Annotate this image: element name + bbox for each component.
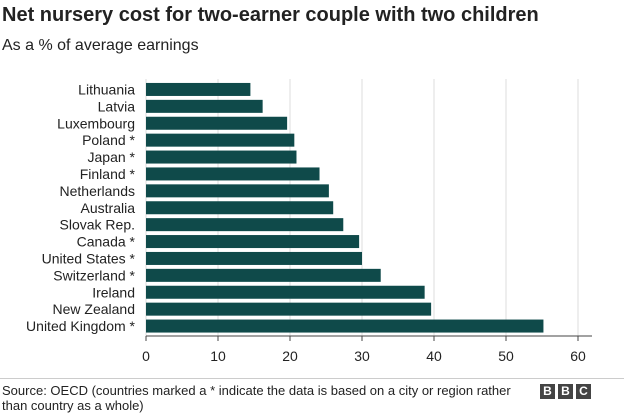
bar xyxy=(146,268,381,282)
category-label: Australia xyxy=(81,200,136,216)
category-label: Ireland xyxy=(92,284,135,300)
footer-divider xyxy=(0,378,624,379)
bbc-logo-letter: B xyxy=(558,384,573,399)
bar xyxy=(146,251,362,265)
x-tick-label: 10 xyxy=(210,348,226,364)
category-label: Luxembourg xyxy=(57,115,135,131)
category-label: Poland * xyxy=(82,132,135,148)
bar xyxy=(146,302,432,316)
category-label: New Zealand xyxy=(53,301,136,317)
bar xyxy=(146,201,334,215)
category-label: Lithuania xyxy=(78,81,135,97)
category-label: Canada * xyxy=(77,234,136,250)
bar xyxy=(146,99,263,113)
category-label: Latvia xyxy=(98,98,136,114)
source-note: Source: OECD (countries marked a * indic… xyxy=(2,383,511,413)
bar xyxy=(146,167,320,181)
category-label: Japan * xyxy=(88,149,136,165)
x-tick-label: 20 xyxy=(282,348,298,364)
category-label: United Kingdom * xyxy=(26,318,136,334)
bar xyxy=(146,150,297,164)
bar xyxy=(146,184,329,198)
chart-title: Net nursery cost for two-earner couple w… xyxy=(2,4,539,26)
category-label: Switzerland * xyxy=(53,267,135,283)
x-tick-label: 30 xyxy=(354,348,370,364)
chart-subtitle: As a % of average earnings xyxy=(2,37,199,54)
x-tick-label: 40 xyxy=(426,348,442,364)
x-tick-label: 50 xyxy=(498,348,514,364)
bar xyxy=(146,235,360,249)
category-label: Netherlands xyxy=(60,183,136,199)
bbc-logo: B B C xyxy=(540,384,591,399)
category-label: Finland * xyxy=(80,166,136,182)
x-tick-label: 60 xyxy=(570,348,586,364)
bar xyxy=(146,116,288,130)
bbc-logo-letter: B xyxy=(540,384,555,399)
category-label: Slovak Rep. xyxy=(60,217,135,233)
bar xyxy=(146,82,251,96)
bbc-logo-letter: C xyxy=(576,384,591,399)
category-label: United States * xyxy=(42,250,136,266)
bar xyxy=(146,218,344,232)
bar xyxy=(146,319,544,333)
bar xyxy=(146,285,425,299)
x-tick-label: 0 xyxy=(142,348,150,364)
bar xyxy=(146,133,295,147)
